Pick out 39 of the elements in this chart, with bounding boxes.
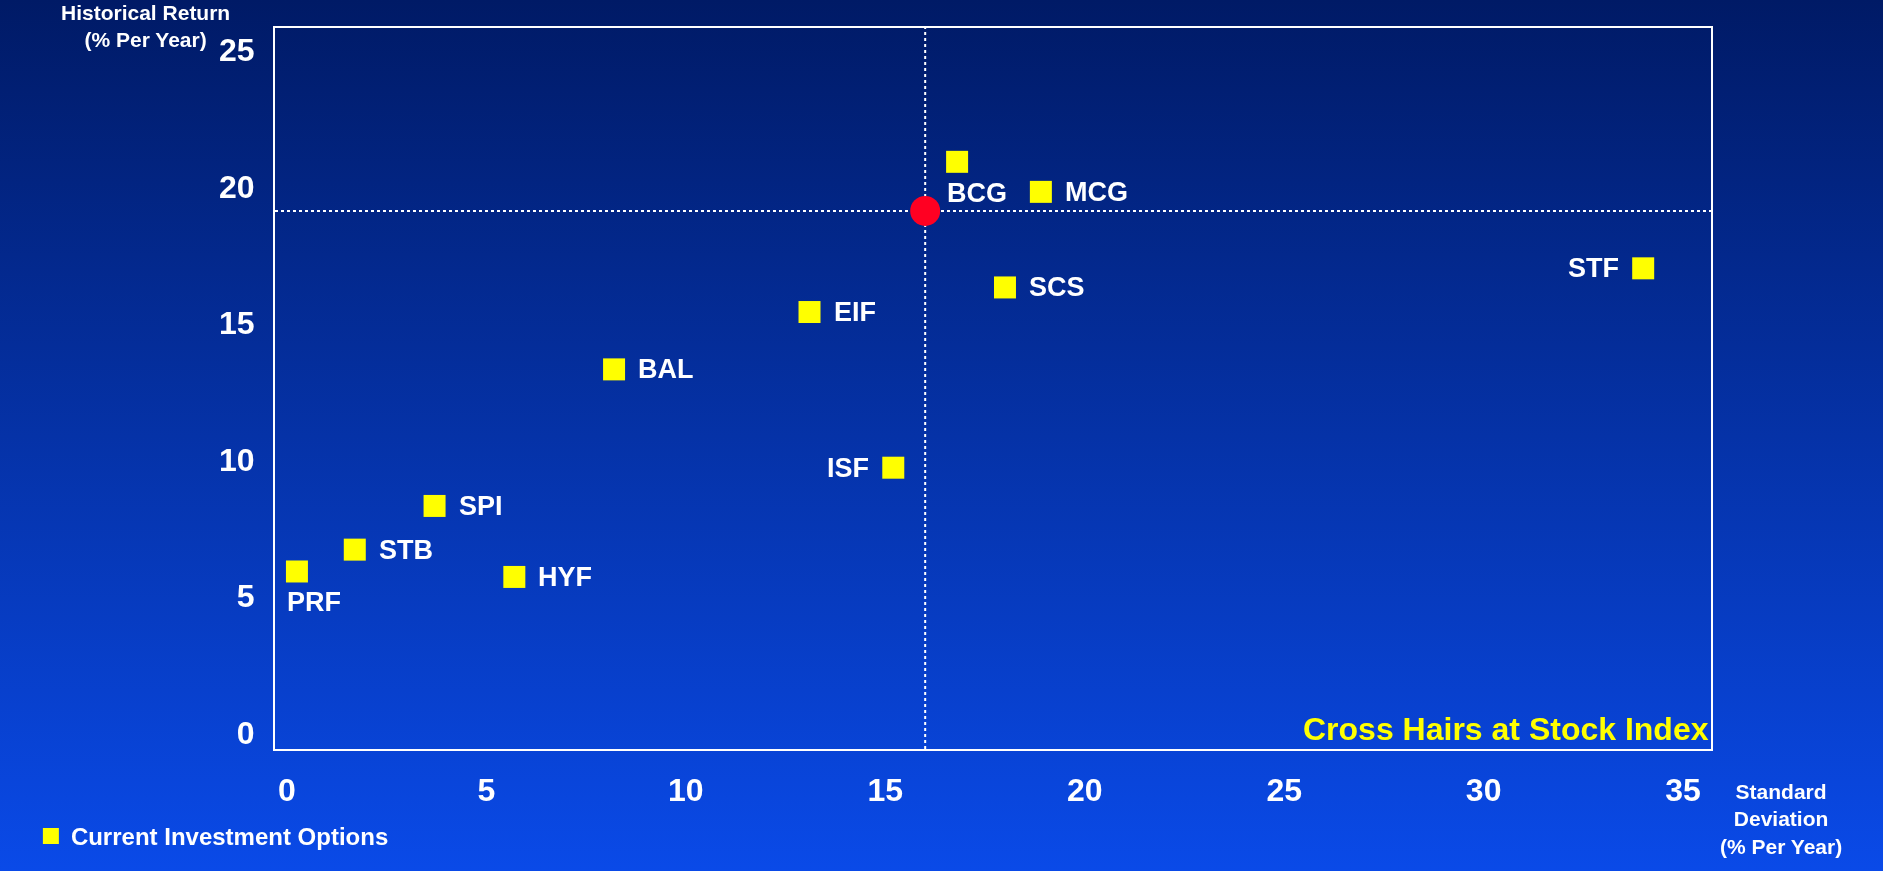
annotation: EIF	[834, 297, 877, 327]
x-tick-label: 0	[278, 772, 296, 809]
annotation: BAL	[638, 354, 694, 384]
x-tick-label: 15	[867, 772, 904, 809]
x-tick-label: 20	[1066, 772, 1103, 809]
point	[343, 538, 366, 561]
annotation: STF	[1568, 253, 1619, 283]
annotation: BCG	[947, 178, 1007, 208]
x-tick-label: 5	[477, 772, 496, 809]
point	[882, 456, 905, 479]
legend-label: Current Investment Options	[70, 823, 389, 851]
x-tick-label: 25	[1266, 772, 1302, 809]
point	[603, 358, 626, 381]
annotation: HYF	[538, 562, 592, 592]
y-tick-label: 20	[219, 168, 255, 205]
y-tick-label: 0	[236, 714, 255, 751]
annotation: ISF	[827, 453, 870, 483]
y-tick-label: 10	[219, 441, 255, 478]
y-tick-label: 15	[219, 305, 255, 342]
annotation: PRF	[287, 587, 341, 617]
x-tick-label: 30	[1465, 772, 1502, 809]
point	[798, 301, 821, 324]
point	[1632, 257, 1655, 280]
point	[1029, 180, 1052, 203]
point	[993, 276, 1016, 299]
annotation: Cross Hairs at Stock Index	[1303, 711, 1709, 747]
x-tick-label: 10	[668, 772, 704, 809]
y-tick-label: 5	[236, 578, 255, 615]
x-axis-title: Standard Deviation (% Per Year)	[1720, 780, 1843, 858]
annotation: SCS	[1029, 272, 1085, 302]
x-tick-label: 35	[1665, 772, 1701, 809]
annotation: STB	[379, 535, 433, 565]
annotation: MCG	[1065, 177, 1128, 207]
point	[285, 560, 308, 583]
point	[946, 150, 969, 173]
point	[910, 195, 941, 226]
point	[503, 565, 526, 588]
point	[423, 494, 446, 517]
annotation: SPI	[459, 491, 503, 521]
